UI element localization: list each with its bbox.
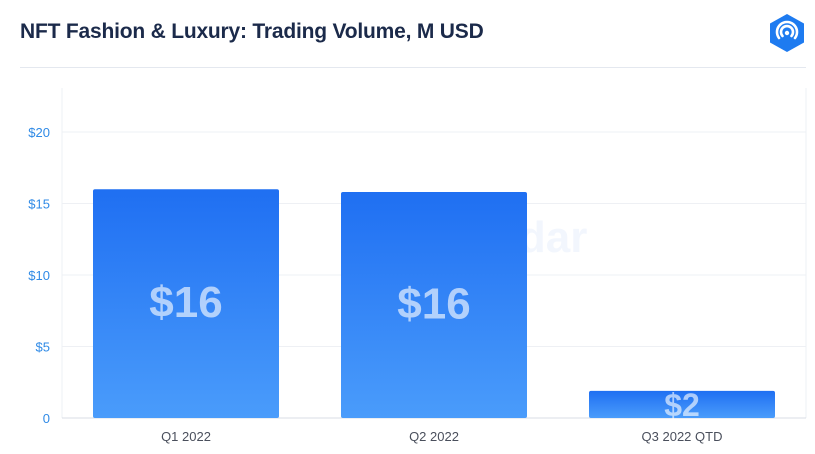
chart-title: NFT Fashion & Luxury: Trading Volume, M … (20, 20, 484, 43)
y-tick-label: $20 (28, 125, 50, 140)
bar (341, 192, 527, 418)
y-tick-label: $15 (28, 197, 50, 212)
bar-data-label: $2 (664, 387, 700, 423)
x-tick-label: Q2 2022 (409, 429, 459, 444)
bar (589, 390, 775, 418)
bar (93, 189, 279, 418)
y-tick-label: 0 (43, 411, 50, 426)
y-tick-label: $5 (36, 340, 50, 355)
bar-data-label: $16 (397, 280, 470, 329)
x-tick-label: Q1 2022 (161, 429, 211, 444)
header-divider (20, 67, 806, 68)
x-tick-label: Q3 2022 QTD (642, 429, 723, 444)
y-tick-label: $10 (28, 268, 50, 283)
dappradar-logo-icon (770, 14, 804, 52)
bar-data-label: $16 (149, 278, 222, 327)
